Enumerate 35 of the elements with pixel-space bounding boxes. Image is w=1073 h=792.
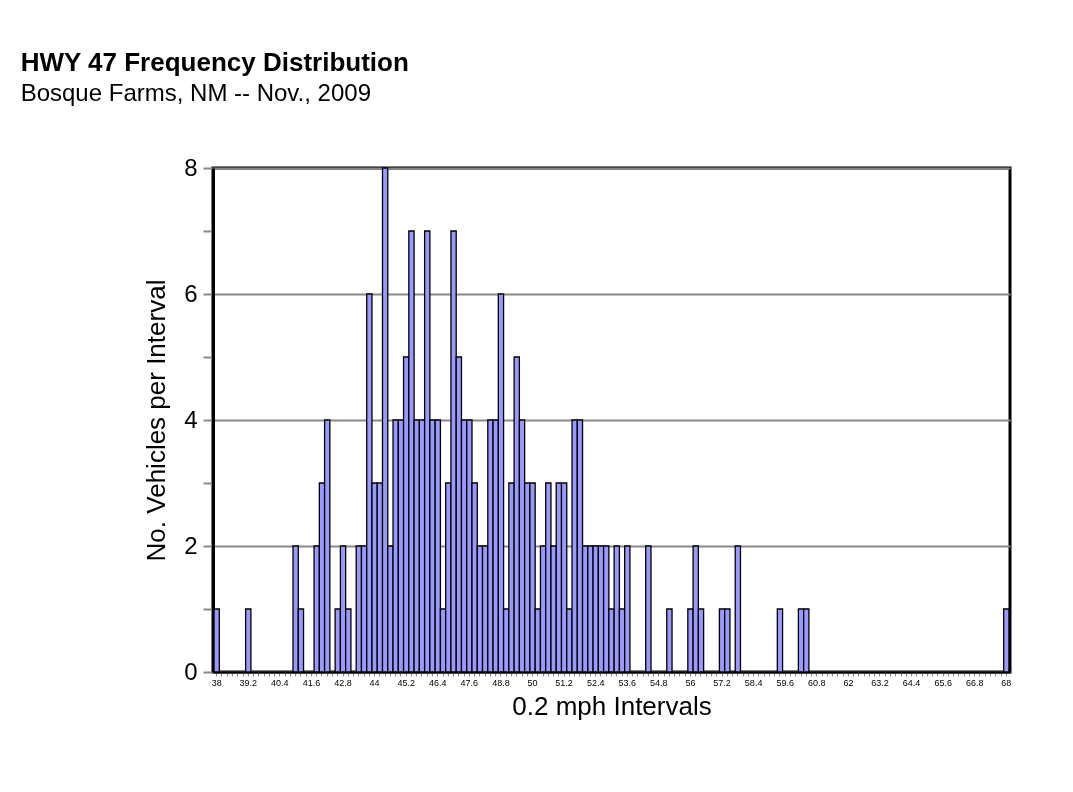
- y-tick-label: 0: [184, 657, 198, 685]
- x-tick-label: 58.4: [744, 677, 763, 688]
- chart-title: HWY 47 Frequency Distribution: [20, 47, 409, 77]
- x-axis-title: 0.2 mph Intervals: [512, 690, 712, 721]
- x-tick-label: 63.2: [871, 677, 889, 688]
- chart-subtitle: Bosque Farms, NM -- Nov., 2009: [20, 79, 371, 106]
- x-tick-label: 42.8: [334, 677, 352, 688]
- x-tick-label: 46.4: [429, 677, 447, 688]
- x-tick-label: 66.8: [965, 677, 984, 688]
- x-tick-label: 54.8: [650, 677, 668, 688]
- x-tick-label: 50: [527, 677, 538, 688]
- x-tick-label: 68: [1001, 677, 1012, 688]
- y-tick-label: 8: [184, 153, 198, 181]
- x-tick-label: 52.4: [586, 677, 605, 688]
- x-tick-label: 41.6: [302, 677, 321, 688]
- x-tick-label: 51.2: [555, 677, 573, 688]
- x-tick-label: 65.6: [934, 677, 952, 688]
- x-tick-label: 57.2: [713, 677, 731, 688]
- x-tick-label: 48.8: [492, 677, 510, 688]
- x-tick-label: 56: [685, 677, 696, 688]
- x-tick-label: 47.6: [460, 677, 479, 688]
- x-tick-label: 64.4: [902, 677, 921, 688]
- x-tick-label: 62: [843, 677, 854, 688]
- x-tick-label: 59.6: [776, 677, 794, 688]
- x-tick-label: 40.4: [271, 677, 289, 688]
- x-tick-label: 38: [211, 677, 222, 688]
- y-tick-label: 4: [184, 405, 198, 433]
- x-tick-label: 53.6: [618, 677, 637, 688]
- y-tick-label: 2: [184, 531, 198, 559]
- x-tick-label: 60.8: [808, 677, 826, 688]
- y-tick-label: 6: [184, 279, 198, 307]
- x-tick-label: 44: [369, 677, 380, 688]
- x-tick-label: 45.2: [397, 677, 415, 688]
- x-tick-label: 39.2: [239, 677, 258, 688]
- y-axis-title: No. Vehicles per Interval: [141, 279, 172, 562]
